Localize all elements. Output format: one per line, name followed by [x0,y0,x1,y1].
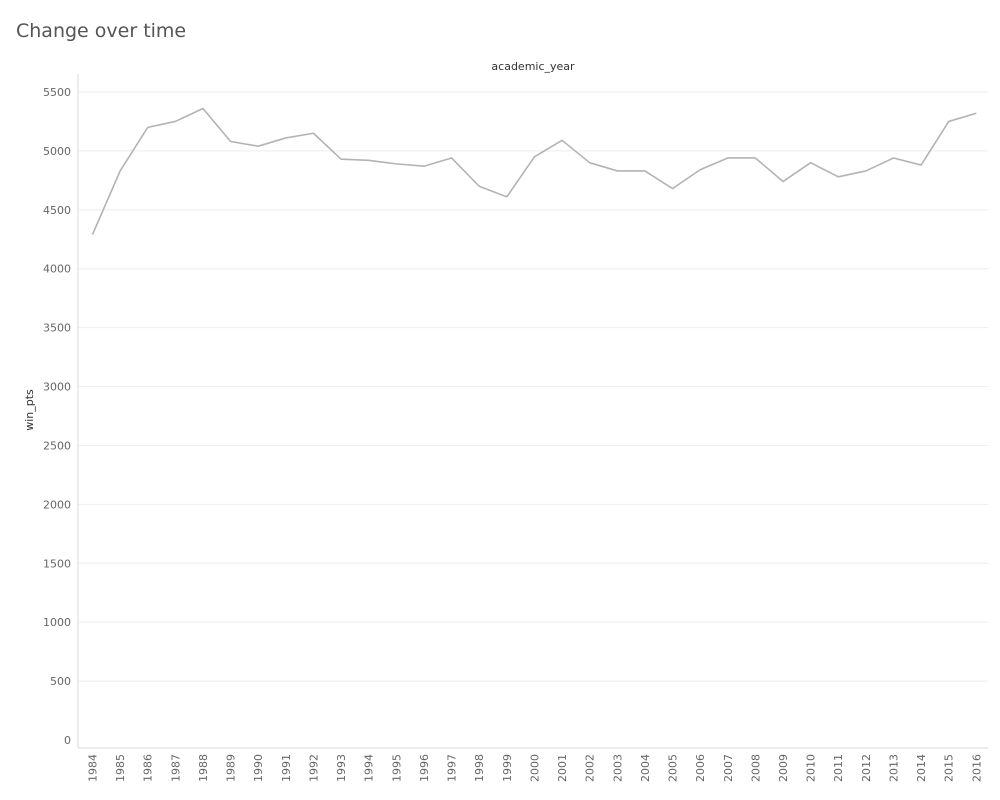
x-tick-label: 2001 [556,754,569,782]
x-tick-label: 2016 [970,754,983,782]
series-line [91,107,977,235]
y-tick-label: 2000 [43,498,71,511]
x-tick-label: 1984 [87,754,100,782]
x-tick-label: 2006 [694,754,707,782]
x-tick-label: 2004 [639,754,652,782]
gridlines [78,91,988,682]
x-tick-label: 1990 [252,754,265,782]
x-tick-label: 2002 [584,754,597,782]
y-tick-label: 5500 [43,86,71,99]
x-tick-label: 1993 [335,754,348,782]
x-tick-label: 2007 [722,754,735,782]
y-tick-label: 4000 [43,263,71,276]
x-tick-label: 1999 [501,754,514,782]
x-tick-label: 1991 [280,754,293,782]
x-tick-label: 1996 [418,754,431,782]
y-tick-label: 4500 [43,204,71,217]
y-tick-label: 3000 [43,381,71,394]
x-tick-labels: 1984 1985 1986 1987 1988 1989 1990 1991 1992 1993… [87,754,984,782]
x-tick-label: 1997 [446,754,459,782]
x-tick-label: 1995 [390,754,403,782]
x-tick-label: 2011 [832,754,845,782]
x-tick-label: 1988 [197,754,210,782]
y-axis-label: win_pts [23,389,36,431]
x-tick-label: 2009 [777,754,790,782]
x-tick-label: 1985 [114,754,127,782]
y-tick-label: 1500 [43,557,71,570]
x-tick-label: 1992 [307,754,320,782]
y-tick-labels: 0 500 1000 1500 2000 2500 3000 3500 4000 4500 5000… [43,86,71,747]
x-tick-label: 2003 [611,754,624,782]
x-tick-label: 2012 [860,754,873,782]
x-tick-label: 2013 [887,754,900,782]
y-tick-label: 5000 [43,145,71,158]
x-tick-label: 2000 [528,754,541,782]
x-tick-label: 2005 [667,754,680,782]
x-tick-label: 1989 [225,754,238,782]
x-axis-header: academic_year [491,60,575,73]
y-tick-label: 3500 [43,322,71,335]
x-tick-label: 2015 [943,754,956,782]
page-title: Change over time [16,20,187,42]
y-tick-label: 500 [50,675,71,688]
x-tick-label: 1986 [142,754,155,782]
x-tick-label: 1998 [473,754,486,782]
x-tick-label: 2010 [805,754,818,782]
y-tick-label: 0 [64,734,71,747]
y-tick-label: 2500 [43,439,71,452]
x-tick-label: 2008 [749,754,762,782]
x-tick-label: 1994 [363,754,376,782]
y-tick-label: 1000 [43,616,71,629]
x-tick-label: 2014 [915,754,928,782]
x-tick-label: 1987 [169,754,182,782]
